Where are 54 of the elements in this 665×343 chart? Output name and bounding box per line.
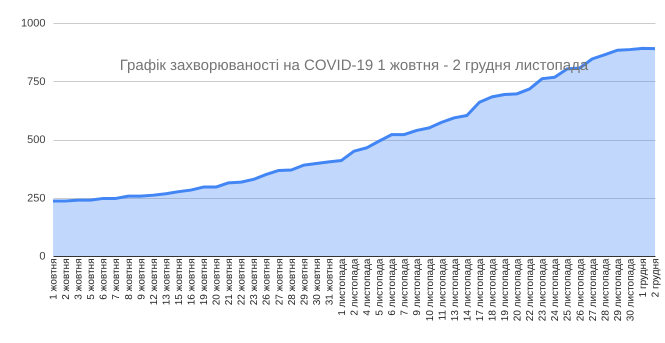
x-tick-label: 24 листопада xyxy=(550,258,562,322)
x-tick-label: 23 жовтня xyxy=(249,258,260,306)
x-tick-label: 4 листопада xyxy=(362,258,374,316)
x-tick-label: 5 листопада xyxy=(374,258,386,316)
x-tick-label: 2 грудня xyxy=(650,258,662,298)
x-tick-label: 26 листопада xyxy=(575,258,586,322)
x-tick-label: 6 жовтня xyxy=(98,258,110,300)
x-tick-label: 31 жовтня xyxy=(324,258,336,306)
x-tick-label: 10 листопада xyxy=(424,258,436,322)
x-tick-label: 30 листопада xyxy=(625,258,636,322)
x-tick-label: 30 жовтня xyxy=(312,258,323,306)
x-tick-label: 20 жовтня xyxy=(212,258,223,306)
x-tick-label: 19 листопада xyxy=(500,258,511,322)
x-tick-label: 23 листопада xyxy=(538,258,549,322)
x-tick-label: 25 листопада xyxy=(562,258,574,322)
x-tick-label: 9 листопада xyxy=(412,258,424,316)
x-tick-label: 19 жовтня xyxy=(199,258,210,306)
x-tick-label: 13 листопада xyxy=(450,258,461,322)
x-tick-label: 8 жовтня xyxy=(124,258,135,300)
x-tick-label: 13 жовтня xyxy=(161,258,172,306)
y-tick-label: 1000 xyxy=(21,18,46,30)
x-tick-label: 11 листопада xyxy=(437,258,448,320)
y-tick-label: 500 xyxy=(27,134,46,146)
x-tick-label: 29 листопада xyxy=(612,258,624,322)
x-tick-label: 6 листопада xyxy=(387,258,398,316)
x-tick-label: 14 листопада xyxy=(462,258,474,322)
x-tick-label: 28 жовтня xyxy=(286,258,298,306)
y-tick-label: 0 xyxy=(39,250,46,262)
x-tick-label: 15 жовтня xyxy=(174,258,185,306)
y-tick-label: 250 xyxy=(27,192,46,204)
x-tick-label: 18 листопада xyxy=(487,258,498,322)
x-tick-label: 7 листопада xyxy=(400,258,411,316)
x-tick-label: 1 листопада xyxy=(336,258,348,316)
x-tick-label: 9 жовтня xyxy=(136,258,148,300)
x-tick-label: 28 листопада xyxy=(600,258,612,322)
x-tick-label: 3 жовтня xyxy=(74,258,85,300)
x-tick-label: 1 жовтня xyxy=(48,258,60,300)
x-tick-label: 21 жовтня xyxy=(224,258,236,306)
x-tick-label: 26 жовтня xyxy=(262,258,273,306)
x-tick-label: 1 грудня xyxy=(638,258,649,298)
x-tick-label: 20 листопада xyxy=(512,258,524,322)
x-tick-label: 29 жовтня xyxy=(299,258,310,306)
x-tick-label: 5 жовтня xyxy=(86,258,98,300)
x-tick-label: 7 жовтня xyxy=(111,258,122,300)
x-tick-label: 22 жовтня xyxy=(236,258,248,306)
x-tick-label: 17 листопада xyxy=(474,258,486,322)
x-tick-label: 27 листопада xyxy=(588,258,599,322)
x-tick-label: 16 жовтня xyxy=(186,258,198,306)
y-tick-label: 750 xyxy=(27,76,46,88)
x-tick-label: 27 жовтня xyxy=(274,258,286,306)
x-tick-label: 2 жовтня xyxy=(61,258,72,300)
x-tick-label: 22 листопада xyxy=(525,258,536,322)
x-tick-label: 12 жовтня xyxy=(148,258,160,306)
x-tick-label: 2 листопада xyxy=(350,258,360,316)
